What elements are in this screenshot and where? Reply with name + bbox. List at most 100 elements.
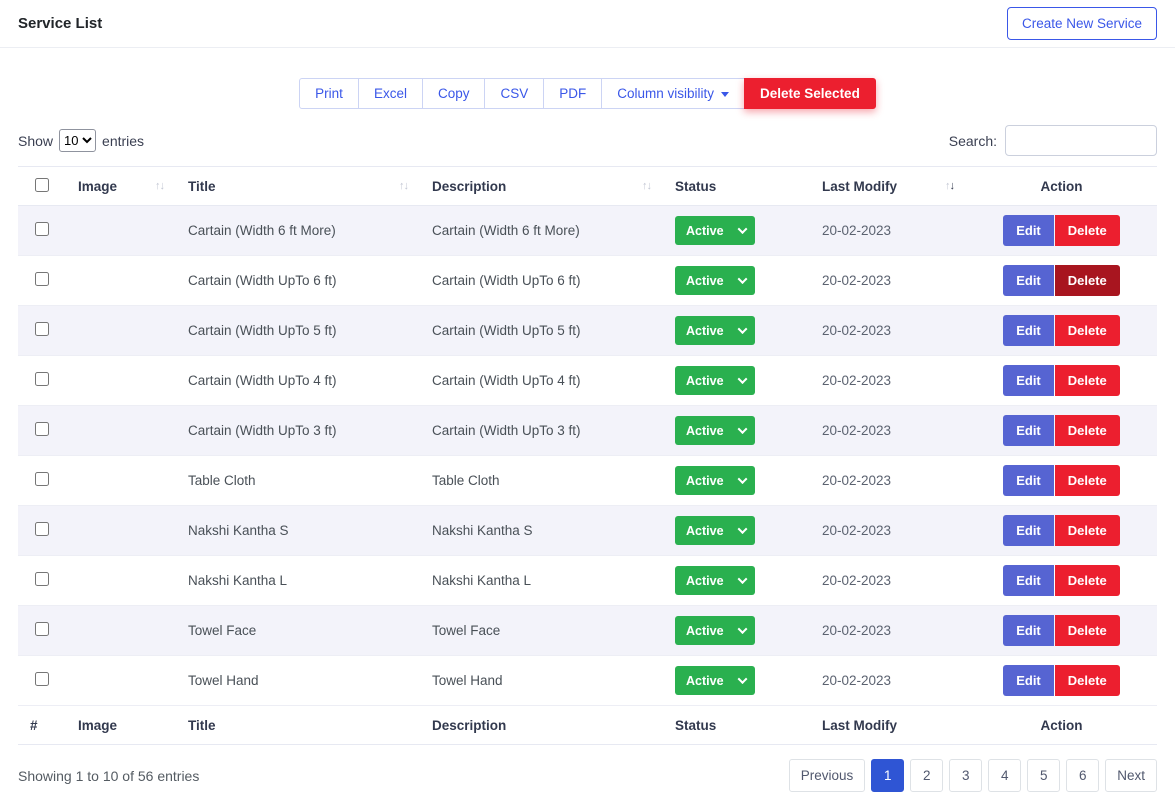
edit-button[interactable]: Edit: [1003, 315, 1054, 346]
chevron-down-icon: [737, 524, 748, 535]
delete-button[interactable]: Delete: [1054, 415, 1120, 446]
action-cell: Edit Delete: [966, 555, 1157, 606]
column-header-desc[interactable]: Description ↑↓: [420, 166, 663, 206]
status-select[interactable]: Active: [675, 416, 755, 445]
csv-export-button[interactable]: CSV: [484, 78, 545, 109]
image-cell: [66, 205, 176, 256]
last-modify-cell: 20-02-2023: [810, 255, 966, 306]
delete-button[interactable]: Delete: [1054, 315, 1120, 346]
page-size-select[interactable]: 10: [59, 129, 97, 152]
row-checkbox[interactable]: [35, 322, 49, 336]
chevron-down-icon: [737, 624, 748, 635]
status-select[interactable]: Active: [675, 216, 755, 245]
row-checkbox[interactable]: [35, 572, 49, 586]
status-cell: Active: [663, 505, 810, 556]
image-cell: [66, 255, 176, 306]
column-label: Last Modify: [822, 178, 898, 194]
search-label: Search:: [948, 132, 997, 149]
status-select[interactable]: Active: [675, 616, 755, 645]
table-row: Cartain (Width UpTo 6 ft) Cartain (Width …: [18, 255, 1157, 306]
action-cell: Edit Delete: [966, 455, 1157, 506]
title-cell: Nakshi Kantha S: [176, 505, 420, 556]
status-select[interactable]: Active: [675, 666, 755, 695]
column-visibility-label: Column visibility: [617, 86, 715, 101]
column-header-image[interactable]: Image ↑↓: [66, 166, 176, 206]
delete-button[interactable]: Delete: [1054, 465, 1120, 496]
edit-button[interactable]: Edit: [1003, 615, 1054, 646]
page-button-4[interactable]: 4: [988, 759, 1022, 792]
table-row: Cartain (Width 6 ft More) Cartain (Width …: [18, 205, 1157, 256]
status-select[interactable]: Active: [675, 566, 755, 595]
row-checkbox[interactable]: [35, 472, 49, 486]
page-button-5[interactable]: 5: [1027, 759, 1061, 792]
delete-button[interactable]: Delete: [1054, 665, 1120, 696]
column-header-title[interactable]: Title ↑↓: [176, 166, 420, 206]
row-checkbox[interactable]: [35, 422, 49, 436]
delete-button[interactable]: Delete: [1054, 515, 1120, 546]
image-cell: [66, 605, 176, 656]
status-select[interactable]: Active: [675, 516, 755, 545]
page-button-1[interactable]: 1: [871, 759, 905, 792]
description-cell: Cartain (Width UpTo 5 ft): [420, 305, 663, 356]
column-label: Image: [78, 178, 118, 194]
row-checkbox[interactable]: [35, 522, 49, 536]
next-page-button[interactable]: Next: [1105, 759, 1157, 792]
print-export-button[interactable]: Print: [299, 78, 359, 109]
status-select[interactable]: Active: [675, 366, 755, 395]
delete-button[interactable]: Delete: [1054, 565, 1120, 596]
status-select[interactable]: Active: [675, 316, 755, 345]
title-cell: Cartain (Width UpTo 5 ft): [176, 305, 420, 356]
delete-button[interactable]: Delete: [1054, 265, 1120, 296]
column-visibility-button[interactable]: Column visibility: [601, 78, 746, 109]
column-header-check: [18, 166, 66, 206]
create-new-service-button[interactable]: Create New Service: [1006, 7, 1157, 40]
edit-button[interactable]: Edit: [1003, 465, 1054, 496]
column-header-modify[interactable]: Last Modify ↑↓: [810, 166, 966, 206]
image-cell: [66, 555, 176, 606]
pdf-export-button[interactable]: PDF: [543, 78, 603, 109]
last-modify-cell: 20-02-2023: [810, 605, 966, 656]
delete-button[interactable]: Delete: [1054, 215, 1120, 246]
last-modify-cell: 20-02-2023: [810, 555, 966, 606]
row-checkbox[interactable]: [35, 372, 49, 386]
edit-button[interactable]: Edit: [1003, 565, 1054, 596]
image-cell: [66, 355, 176, 406]
status-label: Active: [686, 523, 724, 538]
delete-button[interactable]: Delete: [1054, 365, 1120, 396]
row-checkbox[interactable]: [35, 272, 49, 286]
image-cell: [66, 505, 176, 556]
action-cell: Edit Delete: [966, 505, 1157, 556]
table-row: Nakshi Kantha L Nakshi Kantha L Active 20-0…: [18, 555, 1157, 606]
edit-button[interactable]: Edit: [1003, 265, 1054, 296]
chevron-down-icon: [737, 274, 748, 285]
action-cell: Edit Delete: [966, 355, 1157, 406]
excel-export-button[interactable]: Excel: [357, 78, 423, 109]
caret-down-icon: [721, 92, 730, 97]
page-button-3[interactable]: 3: [949, 759, 983, 792]
edit-button[interactable]: Edit: [1003, 215, 1054, 246]
row-checkbox[interactable]: [35, 622, 49, 636]
page-button-2[interactable]: 2: [910, 759, 944, 792]
action-cell: Edit Delete: [966, 255, 1157, 306]
previous-page-button[interactable]: Previous: [788, 759, 866, 792]
edit-button[interactable]: Edit: [1003, 665, 1054, 696]
edit-button[interactable]: Edit: [1003, 415, 1054, 446]
edit-button[interactable]: Edit: [1003, 365, 1054, 396]
checkbox-cell: [18, 405, 66, 456]
description-cell: Cartain (Width UpTo 4 ft): [420, 355, 663, 406]
status-select[interactable]: Active: [675, 266, 755, 295]
checkbox-cell: [18, 555, 66, 606]
row-checkbox[interactable]: [35, 672, 49, 686]
edit-button[interactable]: Edit: [1003, 515, 1054, 546]
select-all-checkbox[interactable]: [35, 177, 49, 192]
table-row: Nakshi Kantha S Nakshi Kantha S Active 20-0…: [18, 505, 1157, 556]
delete-button[interactable]: Delete: [1054, 615, 1120, 646]
status-select[interactable]: Active: [675, 466, 755, 495]
search-input[interactable]: [1005, 125, 1157, 156]
page-button-6[interactable]: 6: [1066, 759, 1100, 792]
copy-export-button[interactable]: Copy: [421, 78, 486, 109]
row-checkbox[interactable]: [35, 222, 49, 236]
delete-selected-button[interactable]: Delete Selected: [744, 78, 876, 109]
chevron-down-icon: [737, 574, 748, 585]
table-row: Towel Hand Towel Hand Active 20-02-2023 Edit…: [18, 655, 1157, 706]
